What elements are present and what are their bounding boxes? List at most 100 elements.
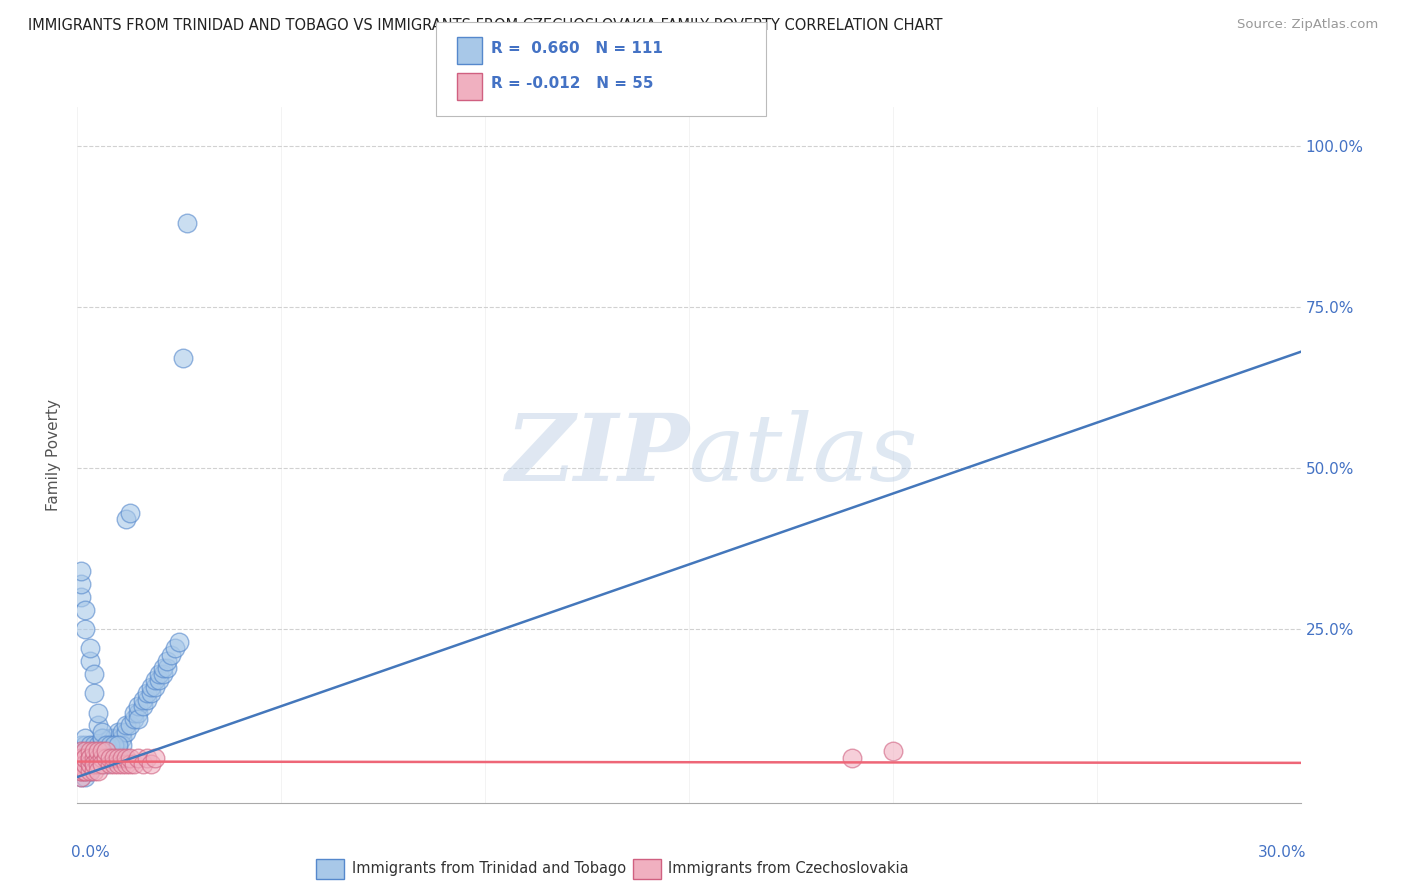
Point xyxy=(90,757,112,772)
Point xyxy=(111,738,134,752)
Point xyxy=(90,731,112,746)
Point xyxy=(83,750,105,764)
Point xyxy=(107,725,129,739)
Point xyxy=(70,750,93,764)
Point xyxy=(75,750,97,764)
Point xyxy=(79,750,101,764)
Point xyxy=(75,764,97,778)
Point xyxy=(87,750,110,764)
Point xyxy=(94,738,117,752)
Point xyxy=(90,744,112,758)
Point xyxy=(87,764,110,778)
Text: 30.0%: 30.0% xyxy=(1258,845,1306,860)
Point xyxy=(111,750,134,764)
Y-axis label: Family Poverty: Family Poverty xyxy=(46,399,62,511)
Point xyxy=(75,744,97,758)
Point xyxy=(83,744,105,758)
Point xyxy=(70,764,93,778)
Point xyxy=(115,757,138,772)
Point xyxy=(70,757,93,772)
Point xyxy=(83,738,105,752)
Point xyxy=(120,718,142,732)
Point xyxy=(70,576,93,591)
Point xyxy=(79,757,101,772)
Text: Immigrants from Trinidad and Tobago: Immigrants from Trinidad and Tobago xyxy=(352,862,626,876)
Point xyxy=(83,686,105,700)
Point xyxy=(98,750,121,764)
Point xyxy=(75,750,97,764)
Point xyxy=(75,731,97,746)
Point xyxy=(79,744,101,758)
Point xyxy=(75,757,97,772)
Point xyxy=(94,744,117,758)
Point xyxy=(124,706,146,720)
Point xyxy=(70,564,93,578)
Point xyxy=(115,512,138,526)
Point xyxy=(90,757,112,772)
Point xyxy=(79,738,101,752)
Point xyxy=(120,757,142,772)
Point xyxy=(87,718,110,732)
Point xyxy=(83,757,105,772)
Point xyxy=(79,744,101,758)
Point xyxy=(152,660,174,674)
Point xyxy=(70,757,93,772)
Point xyxy=(169,634,191,648)
Point xyxy=(131,699,153,714)
Point xyxy=(156,654,179,668)
Point xyxy=(70,764,93,778)
Point xyxy=(103,738,125,752)
Point xyxy=(83,667,105,681)
Point xyxy=(90,731,112,746)
Point xyxy=(70,590,93,604)
Point xyxy=(83,744,105,758)
Point xyxy=(87,750,110,764)
Text: atlas: atlas xyxy=(689,410,918,500)
Point xyxy=(103,750,125,764)
Point xyxy=(98,744,121,758)
Point xyxy=(70,764,93,778)
Point xyxy=(128,750,150,764)
Point xyxy=(139,686,162,700)
Point xyxy=(87,757,110,772)
Point xyxy=(172,351,194,366)
Point xyxy=(70,750,93,764)
Point xyxy=(98,731,121,746)
Point xyxy=(98,750,121,764)
Point xyxy=(115,750,138,764)
Point xyxy=(75,757,97,772)
Point xyxy=(87,744,110,758)
Point xyxy=(70,750,93,764)
Point xyxy=(75,744,97,758)
Point xyxy=(128,706,150,720)
Point xyxy=(94,757,117,772)
Point xyxy=(83,757,105,772)
Point xyxy=(107,738,129,752)
Point xyxy=(87,738,110,752)
Text: ZIP: ZIP xyxy=(505,410,689,500)
Point xyxy=(83,757,105,772)
Point xyxy=(160,648,183,662)
Point xyxy=(139,757,162,772)
Point xyxy=(135,686,157,700)
Point xyxy=(107,744,129,758)
Point xyxy=(156,660,179,674)
Point xyxy=(87,744,110,758)
Point xyxy=(90,750,112,764)
Point xyxy=(75,750,97,764)
Point xyxy=(107,750,129,764)
Point xyxy=(70,770,93,784)
Text: 0.0%: 0.0% xyxy=(72,845,110,860)
Point xyxy=(79,764,101,778)
Point xyxy=(148,673,170,688)
Point xyxy=(83,764,105,778)
Point xyxy=(98,738,121,752)
Point xyxy=(87,750,110,764)
Point xyxy=(103,738,125,752)
Point xyxy=(75,622,97,636)
Point xyxy=(87,744,110,758)
Point xyxy=(131,692,153,706)
Point xyxy=(75,764,97,778)
Text: IMMIGRANTS FROM TRINIDAD AND TOBAGO VS IMMIGRANTS FROM CZECHOSLOVAKIA FAMILY POV: IMMIGRANTS FROM TRINIDAD AND TOBAGO VS I… xyxy=(28,18,942,33)
Text: Immigrants from Czechoslovakia: Immigrants from Czechoslovakia xyxy=(668,862,908,876)
